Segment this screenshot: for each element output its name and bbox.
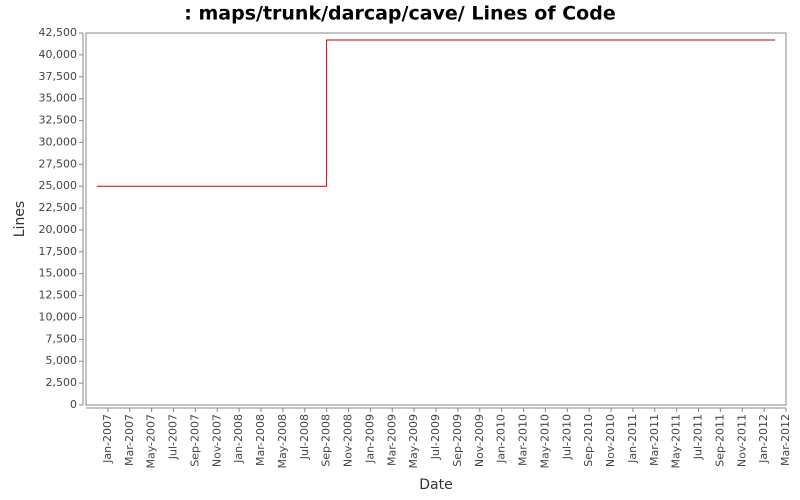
y-tick-label: 42,500 — [39, 26, 78, 39]
y-tick-label: 5,000 — [46, 354, 78, 367]
x-tick-label: Nov-2008 — [342, 414, 355, 467]
y-tick-label: 0 — [70, 398, 77, 411]
x-tick-label: Jul-2011 — [692, 414, 705, 460]
y-tick-label: 40,000 — [39, 48, 78, 61]
x-tick-label: Mar-2009 — [385, 414, 398, 466]
x-tick-label: May-2011 — [670, 414, 683, 469]
x-tick-label: Jul-2010 — [560, 414, 573, 460]
y-tick-label: 32,500 — [39, 114, 78, 127]
y-tick-label: 20,000 — [39, 223, 78, 236]
x-tick-label: Sep-2009 — [451, 414, 464, 467]
x-tick-label: Nov-2007 — [210, 414, 223, 467]
x-tick-label: Jul-2007 — [167, 414, 180, 460]
x-tick-label: May-2010 — [538, 414, 551, 469]
x-tick-label: Jan-2008 — [232, 414, 245, 464]
y-tick-label: 2,500 — [46, 376, 78, 389]
y-tick-label: 22,500 — [39, 201, 78, 214]
x-tick-label: May-2008 — [276, 414, 289, 469]
x-tick-label: May-2007 — [145, 414, 158, 469]
y-tick-label: 15,000 — [39, 267, 78, 280]
y-tick-label: 27,500 — [39, 157, 78, 170]
x-axis-label: Date — [419, 477, 452, 493]
x-tick-label: Mar-2010 — [517, 414, 530, 466]
x-tick-label: Mar-2007 — [123, 414, 136, 466]
y-tick-label: 37,500 — [39, 70, 78, 83]
x-tick-label: Nov-2010 — [604, 414, 617, 467]
x-tick-label: Jan-2009 — [363, 414, 376, 464]
x-tick-label: Mar-2012 — [779, 414, 792, 466]
y-tick-label: 25,000 — [39, 179, 78, 192]
y-tick-label: 12,500 — [39, 289, 78, 302]
y-tick-label: 35,000 — [39, 92, 78, 105]
x-tick-label: Jan-2011 — [626, 414, 639, 464]
x-tick-label: Nov-2009 — [473, 414, 486, 467]
y-tick-label: 10,000 — [39, 310, 78, 323]
x-tick-label: Mar-2011 — [648, 414, 661, 466]
x-tick-label: Mar-2008 — [254, 414, 267, 466]
x-tick-label: Jan-2012 — [757, 414, 770, 464]
y-tick-label: 30,000 — [39, 135, 78, 148]
x-tick-label: Sep-2008 — [320, 414, 333, 467]
plot-area — [85, 32, 787, 406]
y-tick-label: 7,500 — [46, 332, 78, 345]
y-axis-label: Lines — [12, 201, 28, 237]
chart-title: : maps/trunk/darcap/cave/ Lines of Code — [184, 3, 615, 25]
x-tick-label: Jul-2008 — [298, 414, 311, 460]
x-tick-label: Jan-2007 — [101, 414, 114, 464]
x-tick-label: Sep-2010 — [582, 414, 595, 467]
x-tick-label: Jul-2009 — [429, 414, 442, 460]
x-tick-label: May-2009 — [407, 414, 420, 469]
x-tick-label: Sep-2007 — [188, 414, 201, 467]
x-tick-label: Nov-2011 — [735, 414, 748, 467]
x-tick-label: Sep-2011 — [713, 414, 726, 467]
x-tick-label: Jan-2010 — [495, 414, 508, 464]
data-line — [96, 39, 776, 187]
y-tick-label: 17,500 — [39, 245, 78, 258]
